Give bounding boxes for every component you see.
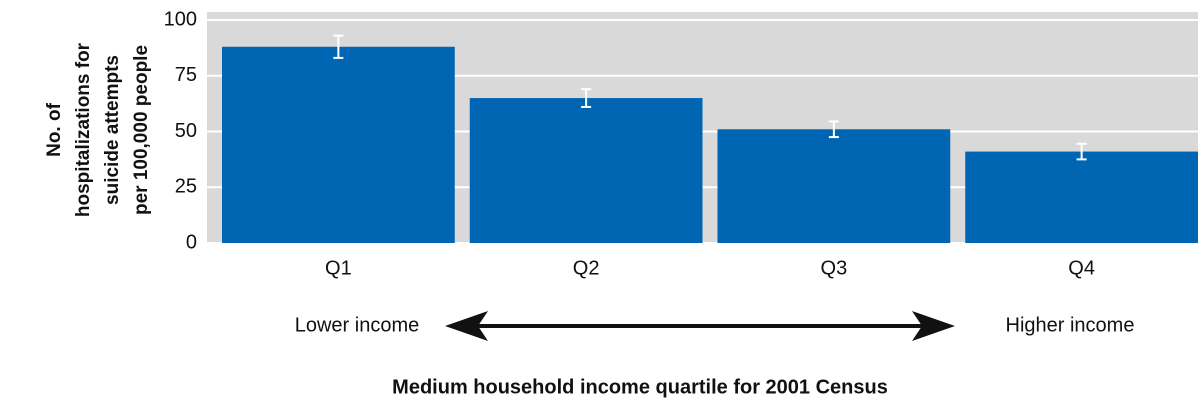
annotation: Lower income: [295, 314, 420, 336]
annotation: Higher income: [1006, 314, 1135, 336]
x-tick-label: Q4: [1068, 257, 1095, 279]
bar: [965, 151, 1198, 243]
y-tick-label: 75: [175, 64, 197, 86]
x-tick-label: Q1: [325, 257, 352, 279]
bar: [222, 46, 455, 244]
x-tick-label: Q3: [821, 257, 848, 279]
y-tick-label: 50: [175, 120, 197, 142]
x-axis-title: Medium household income quartile for 200…: [392, 376, 888, 398]
y-axis-title: No. of: [44, 102, 65, 156]
y-axis-title: per 100,000 people: [131, 45, 152, 215]
y-axis-title: suicide attempts: [102, 55, 123, 205]
bar: [717, 129, 951, 243]
y-tick-label: 0: [186, 231, 197, 253]
y-tick-label: 25: [175, 176, 197, 198]
error-bar: [828, 120, 839, 139]
bar: [469, 98, 703, 243]
error-bar: [333, 34, 344, 59]
y-axis-title: hospitalizations for: [73, 42, 94, 217]
error-bar: [581, 88, 592, 108]
y-tick-label: 100: [164, 8, 197, 30]
x-tick-label: Q2: [573, 257, 600, 279]
arrow: [445, 311, 955, 341]
bars: [222, 34, 1198, 244]
error-bar: [1076, 142, 1087, 161]
